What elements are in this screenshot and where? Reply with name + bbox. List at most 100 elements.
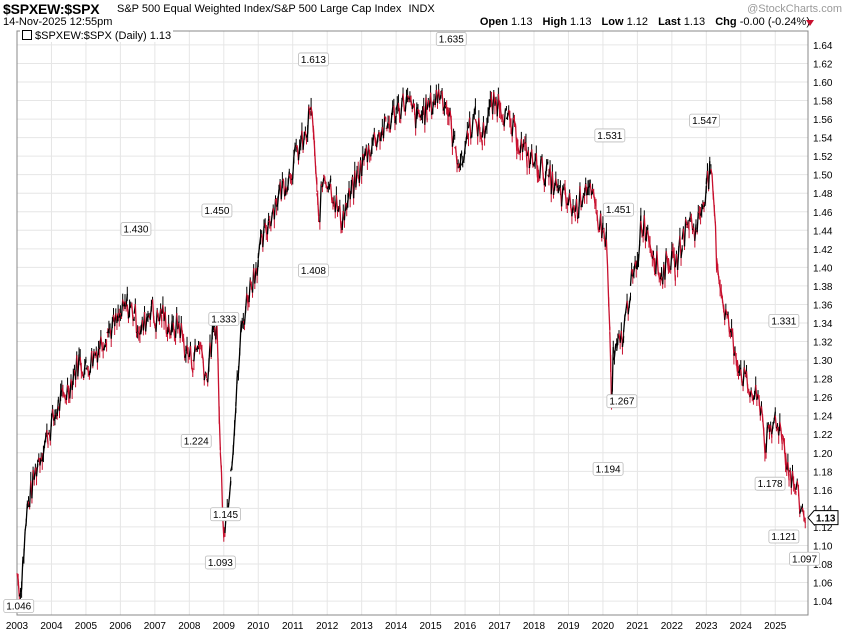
- annotation-label: 1.194: [596, 464, 621, 475]
- y-tick-label: 1.42: [813, 245, 833, 256]
- series-segment: [605, 239, 609, 266]
- annotation: 1.430: [120, 222, 152, 236]
- y-tick-label: 1.12: [813, 523, 833, 534]
- x-tick-label: 2019: [557, 621, 580, 632]
- open-label: Open: [479, 16, 508, 28]
- annotation: 1.097: [789, 551, 820, 566]
- low-value: 1.12: [626, 16, 648, 28]
- plot-border: [16, 30, 809, 616]
- high-value: 1.13: [570, 16, 592, 28]
- x-tick-label: 2003: [6, 621, 29, 632]
- annotation-label: 1.046: [6, 602, 31, 613]
- legend-text: $SPXEW:$SPX (Daily) 1.13: [35, 30, 172, 42]
- annotation: 1.613: [298, 52, 329, 67]
- ohlc-readout: Open 1.13 High 1.13 Low 1.12 Last 1.13 C…: [480, 16, 810, 28]
- legend-swatch-icon: [22, 30, 32, 40]
- y-tick-label: 1.32: [813, 338, 833, 349]
- x-tick-label: 2005: [75, 621, 98, 632]
- y-tick-label: 1.10: [813, 541, 833, 552]
- annotation: 1.093: [204, 555, 236, 570]
- y-tick-label: 1.28: [813, 375, 833, 386]
- y-tick-label: 1.14: [813, 504, 833, 515]
- y-tick-label: 1.64: [813, 41, 833, 52]
- annotation: 1.194: [592, 461, 624, 476]
- x-tick-label: 2017: [488, 621, 511, 632]
- series-segment: [714, 225, 718, 271]
- down-arrow-icon: [806, 20, 814, 26]
- y-tick-label: 1.46: [813, 208, 833, 219]
- x-tick-label: 2006: [109, 621, 132, 632]
- annotation-box: [120, 222, 152, 236]
- annotation: 1.145: [210, 507, 241, 522]
- annotation-box: [180, 434, 212, 448]
- annotation: 1.408: [298, 263, 329, 278]
- annotation: 1.046: [3, 599, 35, 613]
- x-tick-label: 2025: [764, 621, 787, 632]
- watermark: @StockCharts.com: [747, 3, 842, 15]
- annotation-box: [298, 263, 329, 278]
- series-segment: [664, 251, 667, 280]
- annotation-label: 1.331: [771, 316, 796, 327]
- annotation: 1.267: [606, 394, 638, 409]
- y-tick-label: 1.52: [813, 152, 833, 163]
- series-segment: [307, 106, 310, 134]
- x-tick-label: 2009: [213, 621, 236, 632]
- series-segment: [319, 184, 322, 223]
- x-tick-label: 2024: [730, 621, 753, 632]
- annotation-label: 1.613: [301, 55, 326, 66]
- high-label: High: [542, 16, 567, 28]
- y-tick-label: 1.58: [813, 97, 833, 108]
- last-value: 1.13: [683, 16, 706, 28]
- y-tick-label: 1.08: [813, 560, 833, 571]
- y-tick-label: 1.44: [813, 226, 833, 237]
- series-segment: [182, 338, 186, 358]
- y-tick-label: 1.24: [813, 412, 833, 423]
- y-tick-label: 1.04: [813, 597, 833, 608]
- series-segment: [637, 243, 641, 261]
- series-segment: [707, 161, 711, 190]
- annotation: 1.121: [768, 529, 800, 544]
- x-tick-label: 2022: [661, 621, 684, 632]
- annotation-label: 1.635: [439, 35, 464, 46]
- annotation-label: 1.531: [597, 131, 622, 142]
- annotation: 1.333: [208, 312, 240, 326]
- annotation-box: [689, 113, 721, 128]
- annotation-label: 1.224: [184, 437, 209, 448]
- series-segment: [471, 116, 474, 134]
- annotation-label: 1.408: [301, 266, 326, 277]
- annotation: 1.547: [689, 113, 721, 128]
- series-segment: [425, 97, 428, 121]
- annotation-label: 1.450: [204, 206, 229, 217]
- open-value: 1.13: [511, 16, 533, 28]
- symbol-description: S&P 500 Equal Weighted Index/S&P 500 Lar…: [117, 3, 435, 15]
- annotation-label: 1.333: [211, 314, 236, 325]
- x-tick-label: 2023: [695, 621, 718, 632]
- series-segment: [531, 149, 534, 166]
- series-segment: [248, 279, 251, 303]
- y-tick-label: 1.30: [813, 356, 833, 367]
- x-tick-label: 2004: [40, 621, 63, 632]
- series-segment: [218, 415, 222, 451]
- annotation-box: [435, 32, 467, 46]
- last-value-marker: 1.13: [807, 510, 839, 526]
- y-tick-label: 1.18: [813, 467, 833, 478]
- y-tick-label: 1.26: [813, 393, 833, 404]
- y-tick-label: 1.34: [813, 319, 833, 330]
- series-segment: [568, 193, 572, 207]
- annotation: 1.531: [594, 128, 626, 143]
- annotation-label: 1.093: [208, 558, 233, 569]
- annotation-label: 1.267: [609, 397, 634, 408]
- annotation-box: [789, 551, 820, 566]
- series-segment: [23, 531, 26, 557]
- x-tick-label: 2007: [144, 621, 167, 632]
- chg-value: -0.00 (-0.24%): [739, 16, 810, 28]
- annotation-box: [3, 599, 35, 613]
- annotation-box: [592, 461, 624, 476]
- x-tick-label: 2014: [385, 621, 408, 632]
- last-value-tag: [807, 510, 839, 526]
- y-tick-label: 1.20: [813, 449, 833, 460]
- annotation-label: 1.430: [123, 225, 148, 236]
- y-tick-label: 1.56: [813, 115, 833, 126]
- annotation-box: [208, 312, 240, 326]
